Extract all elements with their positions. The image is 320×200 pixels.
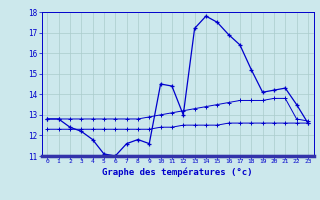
X-axis label: Graphe des températures (°c): Graphe des températures (°c) xyxy=(102,167,253,177)
